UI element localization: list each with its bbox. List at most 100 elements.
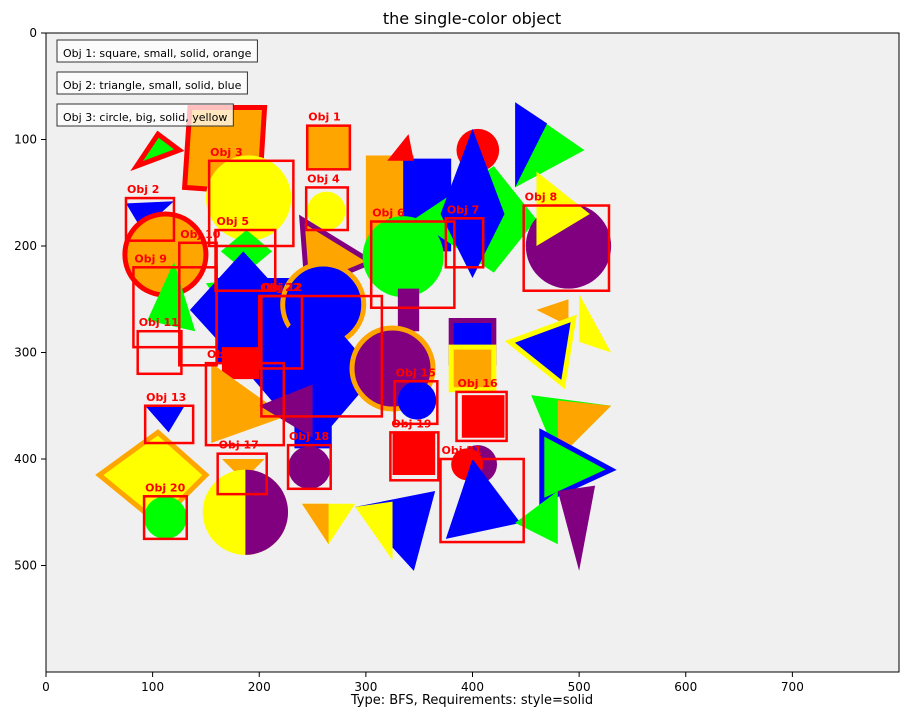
obj-box-label: Obj 22 (260, 281, 300, 294)
obj-box-14: Obj 14 (204, 348, 286, 447)
obj-box-19: Obj 19 (389, 417, 440, 482)
obj-box-rect (286, 443, 332, 491)
shape-circle (288, 446, 331, 489)
shape-triangle (515, 102, 548, 188)
obj-box-label: Obj 6 (372, 207, 405, 220)
obj-box-rect (260, 294, 384, 418)
shape-diamond (220, 230, 273, 273)
legend-entry-2: Obj 2: triangle, small, solid, blue (56, 71, 248, 95)
obj-box-rect (522, 204, 611, 292)
obj-box-label: Obj 10 (180, 228, 220, 241)
shape-triangle (557, 400, 612, 459)
shape-square (397, 288, 420, 332)
shape-triangle (536, 299, 569, 326)
obj-box-rect (216, 452, 268, 496)
obj-box-12: Obj 12 (260, 281, 384, 418)
obj-box-rect (305, 124, 352, 171)
shape-triangle (536, 171, 590, 246)
obj-box-6: Obj 6 (369, 207, 456, 310)
obj-box-16: Obj 16 (455, 377, 508, 443)
x-tick-label: 500 (568, 680, 591, 694)
y-tick-label: 0 (29, 26, 37, 40)
shape-circle (362, 216, 444, 298)
obj-box-label: Obj 15 (396, 366, 436, 379)
obj-box-20: Obj 20 (142, 481, 188, 541)
y-tick-label: 100 (14, 133, 37, 147)
legend-entry-box (56, 39, 258, 63)
legend-entry-box (56, 103, 234, 127)
obj-box-rect (207, 159, 295, 248)
shape-triangle (539, 428, 617, 506)
legend-entry-1: Obj 1: square, small, solid, orange (56, 39, 258, 63)
obj-box-label: Obj 4 (307, 172, 340, 185)
obj-box-8: Obj 8 (522, 191, 611, 292)
shape-circle (205, 155, 292, 241)
x-tick-label: 0 (42, 680, 50, 694)
obj-box-15: Obj 15 (393, 366, 439, 426)
obj-box-rect (178, 241, 218, 367)
shape-triangle (579, 293, 612, 353)
obj-box-11: Obj 11 (136, 316, 183, 376)
obj-box-label: Obj 17 (219, 439, 259, 452)
y-tick-label: 300 (14, 346, 37, 360)
obj-box-label: Obj 21 (442, 444, 482, 457)
x-tick-label: 600 (674, 680, 697, 694)
shape-circle (307, 191, 346, 231)
obj-box-21: Obj 21 (439, 444, 525, 544)
x-tick-label: 700 (781, 680, 804, 694)
obj-box-rect (258, 294, 304, 370)
obj-box-22: Obj 22 (258, 281, 304, 370)
shape-triangle (130, 130, 185, 172)
obj-box-rect (142, 495, 188, 541)
x-tick-label: 300 (354, 680, 377, 694)
legend-entry-text: Obj 3: circle, big, solid, yellow (63, 111, 227, 124)
x-axis: 0 100 200 300 400 500 600 700 (42, 672, 804, 694)
y-tick-label: 500 (14, 559, 37, 573)
obj-box-label: Obj 16 (458, 377, 498, 390)
obj-box-label: Obj 5 (217, 215, 249, 228)
x-tick-label: 100 (141, 680, 164, 694)
obj-box-label: Obj 18 (289, 430, 329, 443)
shape-triangle (515, 490, 558, 545)
y-axis: 0 100 200 300 400 500 (14, 26, 46, 573)
obj-box-label: Obj 3 (210, 146, 242, 159)
obj-box-13: Obj 13 (143, 391, 195, 445)
shape-triangle (355, 501, 393, 561)
chart-title: the single-color object (383, 9, 561, 28)
shape-square (307, 125, 350, 169)
shape-circle (397, 381, 437, 420)
shape-half-circle (245, 469, 289, 555)
shape-triangle (445, 459, 521, 539)
shape-triangle (259, 384, 313, 438)
obj-box-3: Obj 3 (207, 146, 295, 248)
obj-box-10: Obj 10 (178, 228, 221, 367)
obj-box-label: Obj 8 (525, 191, 557, 204)
obj-box-18: Obj 18 (286, 430, 332, 491)
chart-footer: Type: BFS, Requirements: style=solid (350, 693, 593, 708)
shape-square (392, 432, 436, 475)
obj-box-rect (393, 380, 439, 426)
obj-box-label: Obj 9 (134, 252, 166, 265)
shape-triangle (147, 261, 196, 332)
obj-box-rect (389, 431, 440, 482)
shape-diamond (440, 128, 505, 278)
obj-box-label: Obj 19 (391, 417, 431, 430)
obj-box-17: Obj 17 (216, 439, 268, 496)
shapes-layer (95, 102, 617, 571)
shape-triangle (145, 405, 185, 433)
y-tick-label: 200 (14, 239, 37, 253)
obj-box-rect (124, 196, 176, 242)
obj-box-rect (455, 390, 508, 443)
obj-box-rect (439, 457, 525, 544)
shape-triangle (211, 363, 286, 444)
y-tick-label: 400 (14, 452, 37, 466)
plot-area: Obj 1 Obj 2 Obj 3 Obj 4 Obj 5 Obj 6 Obj 7 Obj 8… (45, 32, 900, 673)
shape-square (448, 344, 497, 393)
obj-box-label: Obj 13 (146, 391, 186, 404)
shape-triangle (504, 314, 577, 390)
obj-box-rect (304, 186, 349, 232)
obj-box-rect (444, 217, 485, 269)
obj-box-2: Obj 2 (124, 183, 176, 242)
shape-square (461, 395, 505, 438)
